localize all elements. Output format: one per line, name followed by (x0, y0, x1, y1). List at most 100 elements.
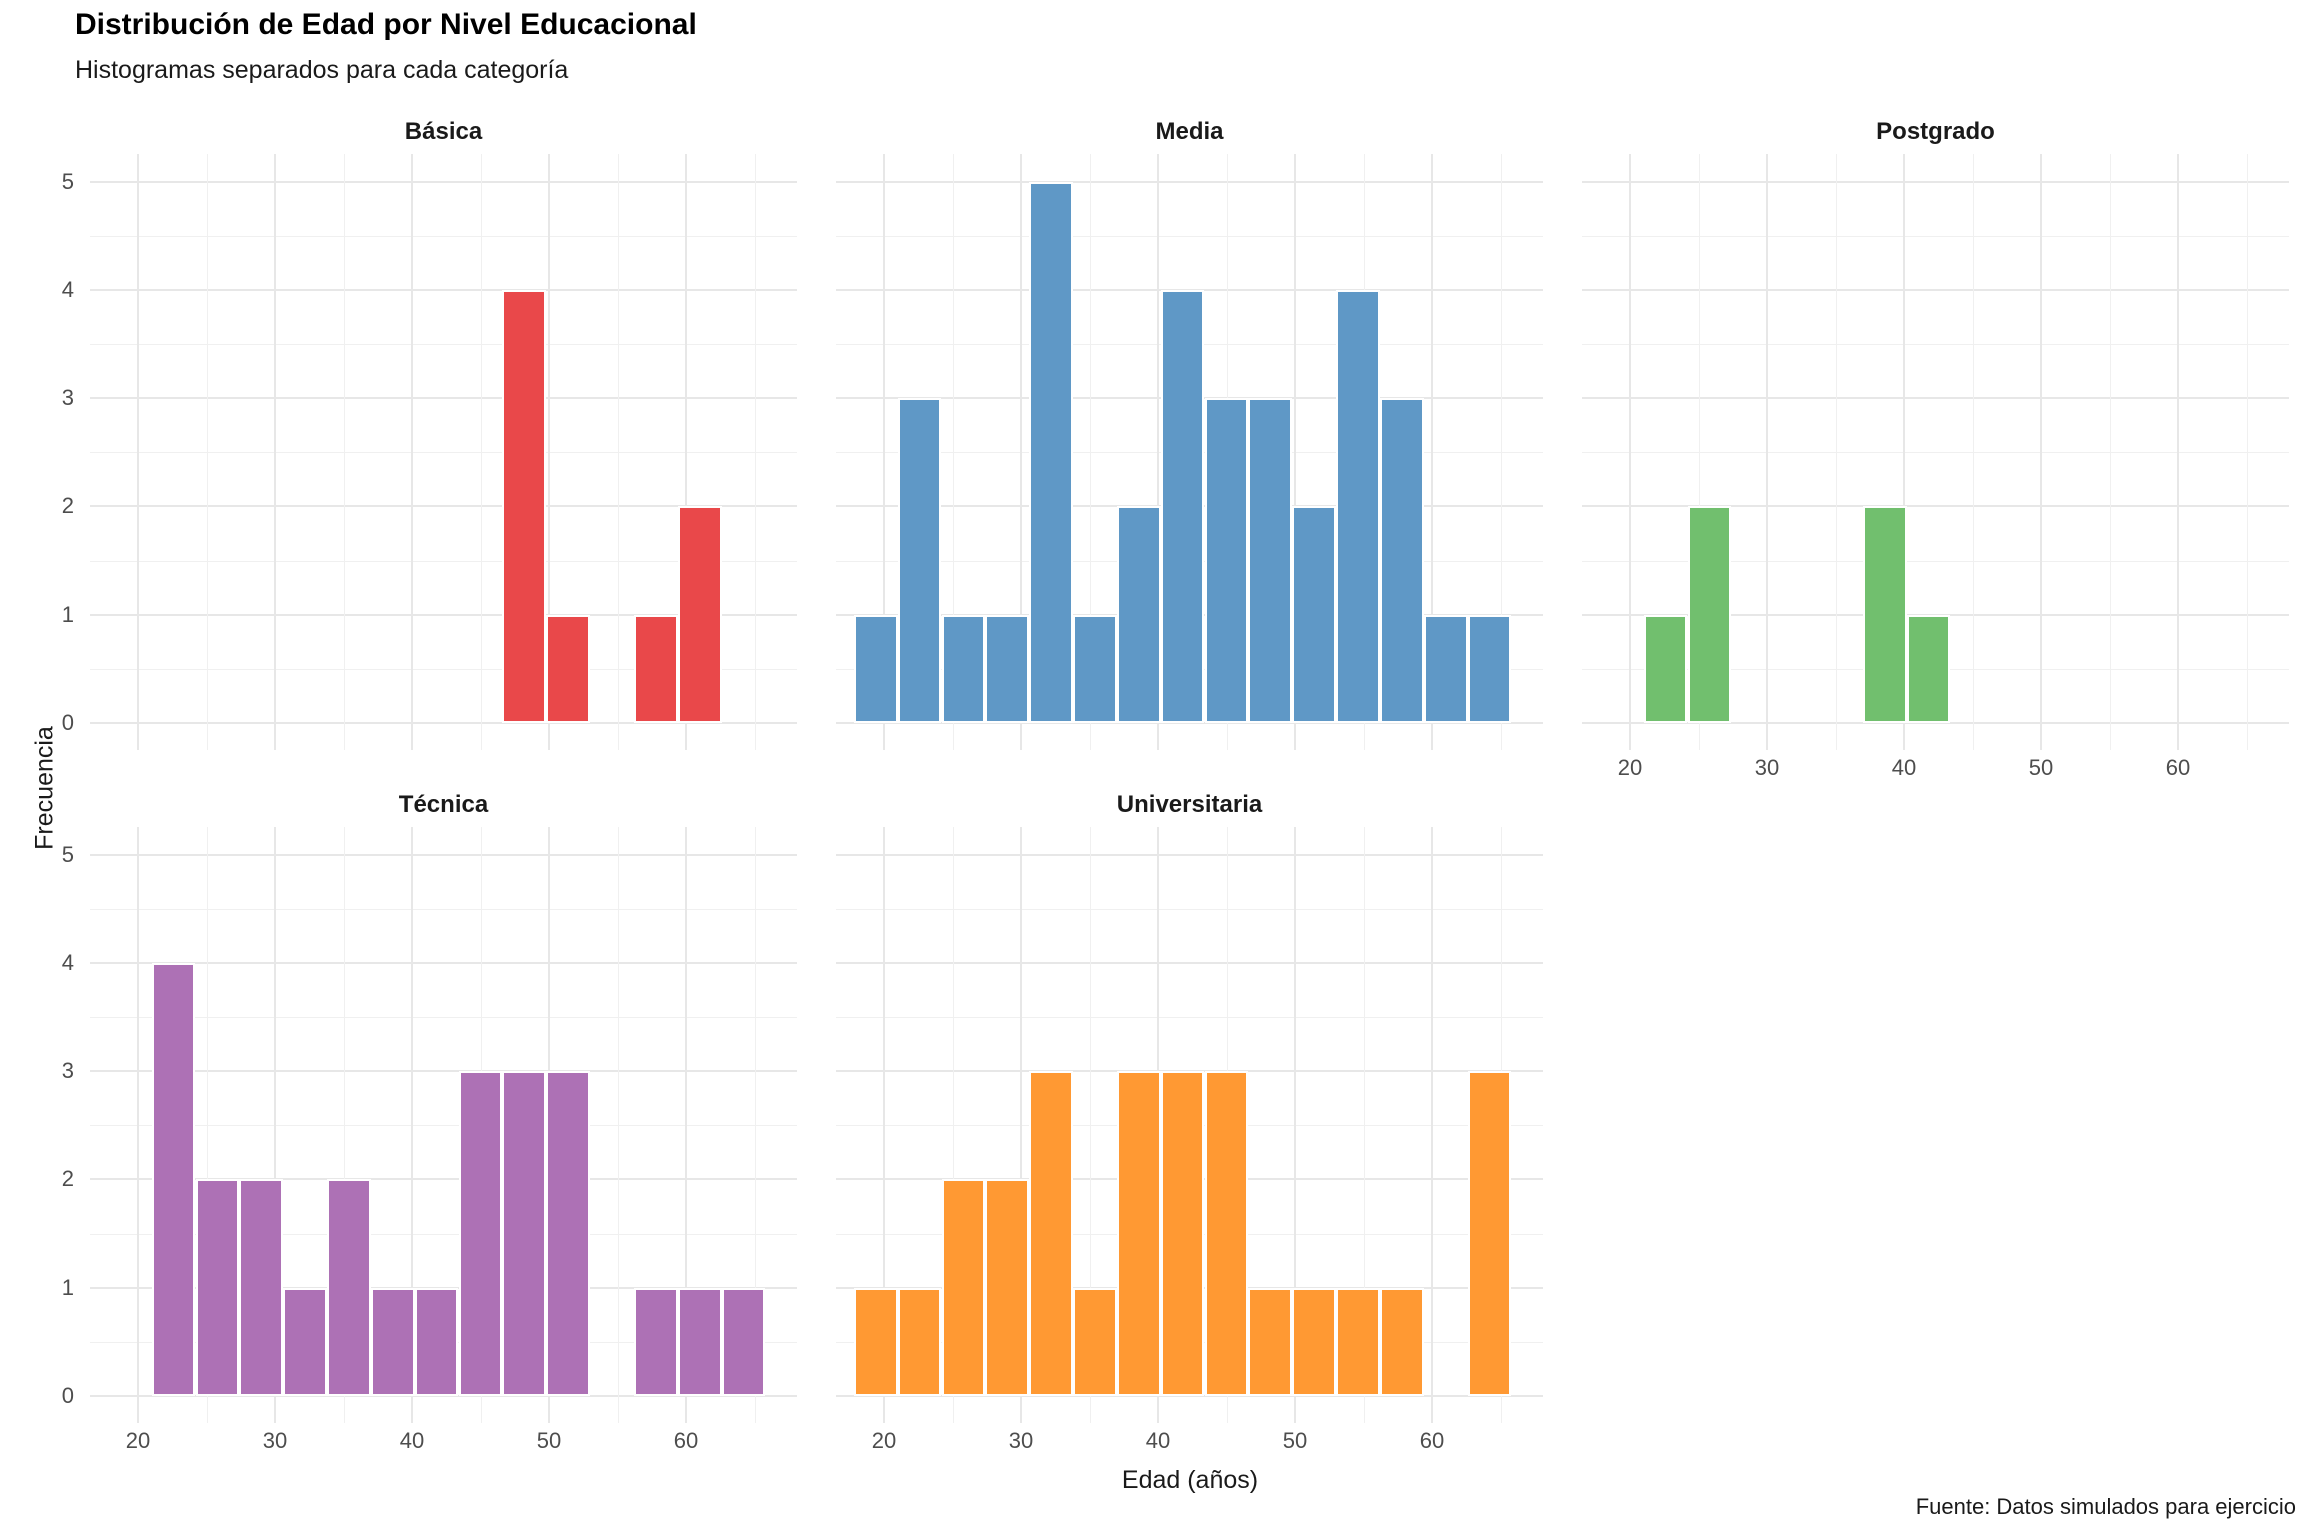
gridline-x-major (548, 154, 550, 750)
histogram-bar-universitaria (985, 1179, 1030, 1396)
x-tick-label: 20 (125, 1428, 151, 1453)
y-tick-label: 1 (61, 601, 74, 627)
gridline-x-minor (754, 154, 756, 750)
gridline-y-minor (90, 452, 797, 454)
gridline-x-major (1294, 154, 1296, 750)
histogram-bar-tecnica (239, 1179, 284, 1396)
histogram-bar-media (1029, 181, 1073, 723)
gridline-x-minor (343, 154, 345, 750)
x-tick-label: 40 (399, 1428, 425, 1453)
gridline-x-major (2040, 154, 2042, 750)
histogram-bar-postgrado (1643, 614, 1688, 723)
gridline-x-major (1020, 827, 1022, 1423)
histogram-bar-universitaria (1073, 1287, 1117, 1396)
x-tick-label: 60 (673, 1428, 699, 1453)
histogram-bar-universitaria (1292, 1287, 1337, 1396)
gridline-y-major (1582, 505, 2289, 508)
gridline-x-major (137, 154, 139, 750)
gridline-x-major (1766, 154, 1768, 750)
histogram-bar-tecnica (546, 1071, 591, 1396)
gridline-y-major (90, 1178, 797, 1181)
x-tick-label: 30 (1008, 1428, 1034, 1453)
gridline-x-minor (952, 827, 954, 1423)
histogram-bar-postgrado (1862, 506, 1907, 723)
x-axis-title: Edad (años) (1121, 1466, 1259, 1494)
histogram-bar-universitaria (1116, 1071, 1161, 1396)
gridline-y-minor (90, 343, 797, 345)
gridline-x-major (1157, 154, 1159, 750)
gridline-x-minor (617, 827, 619, 1423)
histogram-bar-media (1467, 614, 1512, 723)
histogram-bar-universitaria (897, 1287, 942, 1396)
histogram-bar-tecnica (721, 1287, 766, 1396)
gridline-y-minor (90, 235, 797, 237)
gridline-x-major (1629, 154, 1631, 750)
facet-strip-label-universitaria: Universitaria (1116, 791, 1263, 818)
gridline-x-minor (1089, 827, 1091, 1423)
histogram-bar-media (1160, 289, 1205, 723)
histogram-bar-basica (633, 614, 678, 723)
histogram-bar-media (985, 614, 1030, 723)
x-tick-label: 30 (262, 1428, 288, 1453)
facet-panel-postgrado (1582, 154, 2289, 750)
x-tick-label: 60 (1419, 1428, 1445, 1453)
gridline-x-minor (1698, 154, 1700, 750)
x-tick-label: 40 (1145, 1428, 1171, 1453)
histogram-bar-media (1116, 506, 1161, 723)
gridline-y-major (90, 613, 797, 616)
x-tick-label: 50 (1282, 1428, 1308, 1453)
gridline-x-major (411, 827, 413, 1423)
gridline-x-minor (1089, 154, 1091, 750)
gridline-x-minor (480, 154, 482, 750)
gridline-x-minor (1972, 154, 1974, 750)
gridline-y-major (836, 722, 1543, 724)
gridline-x-minor (2246, 154, 2248, 750)
x-tick-label: 50 (536, 1428, 562, 1453)
histogram-bar-media (1379, 398, 1424, 723)
histogram-bar-tecnica (458, 1071, 503, 1396)
histogram-bar-media (941, 614, 986, 723)
gridline-y-minor (90, 1016, 797, 1018)
gridline-x-major (1903, 154, 1905, 750)
gridline-y-minor (90, 668, 797, 670)
gridline-x-major (1294, 827, 1296, 1423)
gridline-y-major (836, 961, 1543, 964)
histogram-bar-universitaria (1379, 1287, 1424, 1396)
gridline-x-minor (1363, 827, 1365, 1423)
histogram-bar-universitaria (1336, 1287, 1380, 1396)
y-tick-label: 2 (61, 1166, 74, 1192)
facet-strip-label-postgrado: Postgrado (1876, 118, 1995, 145)
gridline-y-major (90, 961, 797, 964)
x-tick-label: 40 (1891, 755, 1917, 780)
histogram-bar-universitaria (941, 1179, 986, 1396)
y-tick-label: 4 (61, 949, 74, 975)
gridline-x-minor (343, 827, 345, 1423)
gridline-x-major (274, 827, 276, 1423)
gridline-y-major (1582, 397, 2289, 400)
x-tick-label: 50 (2028, 755, 2054, 780)
gridline-y-major (90, 397, 797, 400)
gridline-y-major (836, 1395, 1543, 1397)
gridline-y-major (836, 853, 1543, 856)
histogram-bar-tecnica (327, 1179, 371, 1396)
gridline-y-major (90, 505, 797, 508)
gridline-x-minor (2109, 154, 2111, 750)
histogram-bar-tecnica (677, 1287, 722, 1396)
histogram-bar-media (1248, 398, 1293, 723)
gridline-y-minor (90, 1233, 797, 1235)
y-axis-title: Frecuencia (30, 726, 59, 850)
gridline-y-major (90, 180, 797, 183)
gridline-y-major (1582, 180, 2289, 183)
y-tick-label: 5 (61, 841, 74, 867)
gridline-y-major (1582, 722, 2289, 724)
chart-subtitle: Histogramas separados para cada categorí… (75, 56, 569, 84)
gridline-y-minor (836, 908, 1543, 910)
histogram-bar-media (897, 398, 942, 723)
gridline-y-minor (1582, 452, 2289, 454)
facet-strip-label-tecnica: Técnica (398, 791, 489, 818)
gridline-x-minor (952, 154, 954, 750)
histogram-bar-media (1423, 614, 1468, 723)
facet-panel-universitaria (836, 827, 1543, 1423)
gridline-y-minor (836, 235, 1543, 237)
histogram-bar-universitaria (1160, 1071, 1205, 1396)
